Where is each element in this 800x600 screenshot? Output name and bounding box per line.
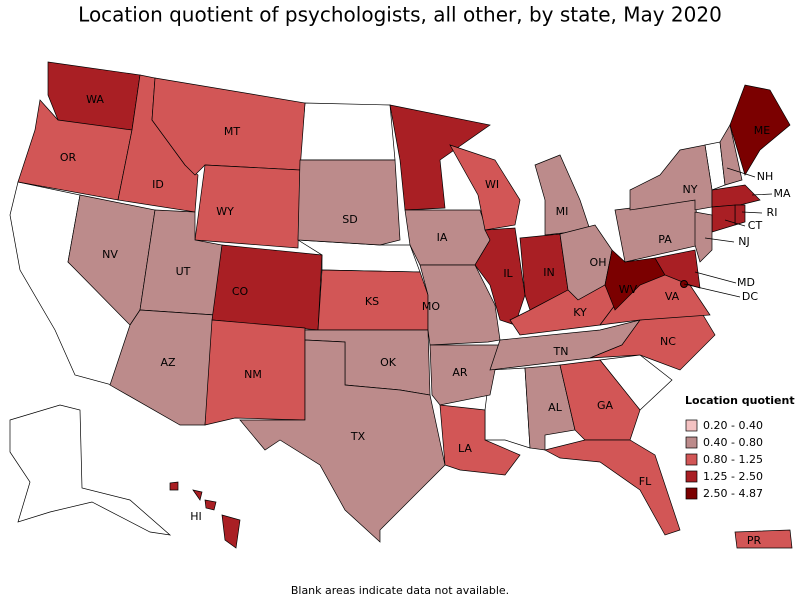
state-label: OH: [590, 256, 607, 269]
state-label: NJ: [738, 235, 749, 248]
state-label: ME: [754, 124, 770, 137]
state: [419, 264, 501, 346]
state-label: SD: [342, 213, 357, 226]
leader-line: [741, 211, 763, 214]
state: [729, 84, 791, 176]
state-label: KS: [365, 295, 379, 308]
state: [474, 227, 526, 326]
state-label: UT: [176, 265, 191, 278]
state-label: NC: [660, 335, 676, 348]
state: [534, 154, 591, 236]
state-label: LA: [458, 442, 472, 455]
state-label: OR: [60, 151, 77, 164]
state-label: NM: [244, 368, 262, 381]
state-label: HI: [190, 510, 202, 523]
state: [694, 211, 713, 263]
state-label: MI: [556, 205, 569, 218]
state-label: MO: [422, 300, 440, 313]
state: [404, 209, 491, 266]
note: Blank areas indicate data not available.: [291, 584, 509, 597]
state-label: TN: [553, 345, 569, 358]
state: [719, 124, 743, 186]
state-label: NV: [102, 248, 118, 261]
state-label: OK: [380, 356, 397, 369]
legend-label: 2.50 - 4.87: [703, 487, 763, 500]
state-label: MA: [773, 187, 790, 200]
legend-title: Location quotient: [685, 394, 795, 407]
state-label: NH: [757, 170, 774, 183]
state: [449, 144, 521, 231]
state: [169, 481, 179, 491]
legend-swatch: [685, 419, 698, 432]
state-label: GA: [597, 399, 614, 412]
state: [151, 77, 306, 176]
state: [221, 514, 241, 549]
legend-swatch: [685, 470, 698, 483]
state-label: VA: [665, 290, 680, 303]
state-label: RI: [767, 206, 778, 219]
state-label: AR: [452, 366, 468, 379]
state-label: AZ: [160, 356, 176, 369]
state-label: IA: [437, 231, 448, 244]
state: [204, 499, 217, 511]
state: [239, 339, 446, 543]
leader-line: [694, 271, 737, 284]
state: [734, 204, 746, 226]
leader-line: [726, 167, 756, 178]
state-label: NY: [683, 183, 698, 196]
leader-line: [724, 219, 746, 227]
state: [711, 204, 736, 233]
state-label: AL: [548, 401, 563, 414]
state: [711, 184, 761, 208]
leader-line: [683, 283, 741, 298]
legend-label: 0.20 - 0.40: [703, 419, 763, 432]
state: [629, 144, 713, 211]
state-label: MD: [737, 276, 755, 289]
leader-line: [751, 193, 773, 196]
state-label: CT: [748, 219, 763, 232]
legend-swatch: [685, 487, 698, 500]
legend-label: 0.80 - 1.25: [703, 453, 763, 466]
state-label: FL: [639, 475, 652, 488]
legend-swatch: [685, 436, 698, 449]
map-title: Location quotient of psychologists, all …: [78, 3, 722, 27]
state-no-data: [299, 102, 396, 161]
state-label: PR: [747, 534, 762, 547]
state-label: DC: [742, 290, 758, 303]
state: [589, 309, 716, 371]
state-label: PA: [658, 233, 672, 246]
state-label: WY: [216, 205, 234, 218]
state: [389, 104, 491, 211]
state: [734, 529, 793, 549]
state-label: KY: [573, 306, 587, 319]
state-label: WV: [619, 283, 638, 296]
legend-label: 0.40 - 0.80: [703, 436, 763, 449]
state-label: WA: [86, 93, 104, 106]
state: [429, 344, 501, 406]
state: [194, 164, 301, 249]
state-label: WI: [485, 178, 499, 191]
state-no-data: [9, 404, 172, 536]
state-label: TX: [350, 430, 366, 443]
state: [204, 319, 306, 426]
leader-line: [704, 237, 735, 243]
state: [544, 439, 681, 536]
state: [192, 489, 203, 501]
state-label: IL: [503, 267, 513, 280]
state: [297, 159, 401, 246]
state-label: MT: [224, 125, 240, 138]
state: [211, 244, 323, 331]
legend-label: 1.25 - 2.50: [703, 470, 763, 483]
state: [439, 404, 521, 476]
state-label: ID: [152, 178, 164, 191]
state-label: CO: [232, 285, 249, 298]
state-label: IN: [543, 266, 554, 279]
legend-swatch: [685, 453, 698, 466]
